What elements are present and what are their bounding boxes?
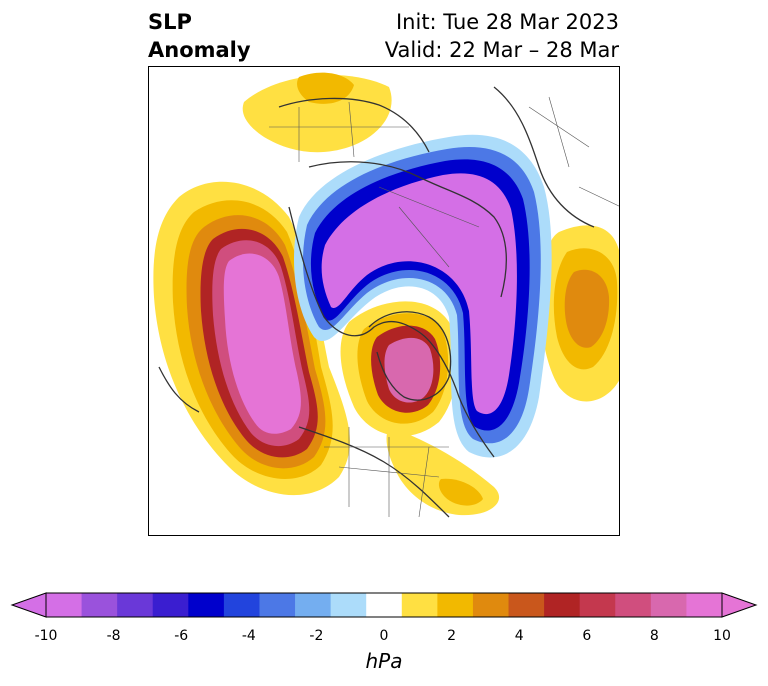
colorbar-tick-label: -8 [106, 628, 121, 644]
colorbar-cell [650, 593, 687, 617]
colorbar-cell [295, 593, 332, 617]
colorbar-cell [508, 593, 545, 617]
colorbar-tick-label: 2 [447, 628, 457, 644]
anomaly-map [148, 66, 620, 536]
colorbar-tick-label: 10 [713, 628, 731, 644]
chart-title: SLP Anomaly [148, 8, 251, 64]
colorbar-cell [117, 593, 154, 617]
colorbar-cell [437, 593, 474, 617]
positive-anomaly-minor [242, 72, 500, 516]
colorbar-cell [188, 593, 225, 617]
positive-anomaly-greenland [340, 301, 458, 437]
colorbar-cell [330, 593, 367, 617]
positive-anomaly-europe [540, 225, 619, 402]
colorbar-outline [46, 592, 722, 618]
colorbar-cell [152, 593, 189, 617]
colorbar-cell [46, 593, 83, 617]
colorbar-tick-label: 6 [582, 628, 592, 644]
colorbar-cell [81, 593, 118, 617]
colorbar-cell [472, 593, 510, 617]
colorbar-extend-low [10, 592, 47, 618]
colorbar [10, 592, 758, 618]
colorbar-tick-label: 8 [649, 628, 659, 644]
colorbar-cell [544, 593, 581, 617]
colorbar-cell [615, 593, 652, 617]
colorbar-tick-label: -6 [174, 628, 189, 644]
negative-anomaly-arctic [294, 134, 552, 458]
colorbar-tick-label: 0 [379, 628, 389, 644]
colorbar-cell [686, 593, 723, 617]
political-boundaries [269, 96, 619, 518]
coastlines [158, 86, 595, 518]
valid-range: Valid: 22 Mar – 28 Mar [384, 38, 619, 62]
colorbar-cell [259, 593, 296, 617]
colorbar-extend-high [721, 592, 758, 618]
colorbar-tick-label: -2 [309, 628, 324, 644]
colorbar-cell [366, 593, 403, 617]
colorbar-cell [579, 593, 616, 617]
init-date: Init: Tue 28 Mar 2023 [395, 10, 619, 34]
title-line-2: Anomaly [148, 38, 251, 62]
anomaly-map-svg [153, 72, 619, 518]
title-line-1: SLP [148, 10, 192, 34]
colorbar-tick-label: -4 [241, 628, 256, 644]
colorbar-cell [401, 593, 438, 617]
date-info: Init: Tue 28 Mar 2023 Valid: 22 Mar – 28… [385, 8, 619, 64]
colorbar-cells [46, 593, 723, 617]
colorbar-cell [223, 593, 260, 617]
colorbar-tick-label: 4 [514, 628, 524, 644]
colorbar-units: hPa [365, 649, 403, 673]
colorbar-tick-label: -10 [34, 628, 58, 644]
